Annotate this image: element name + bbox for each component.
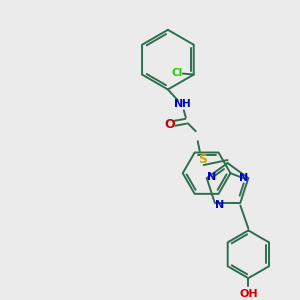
Text: S: S bbox=[198, 153, 207, 166]
Text: N: N bbox=[239, 173, 248, 183]
Text: N: N bbox=[207, 172, 216, 182]
Text: H: H bbox=[182, 99, 191, 110]
Text: N: N bbox=[215, 200, 224, 210]
Text: Cl: Cl bbox=[171, 68, 182, 78]
Text: OH: OH bbox=[239, 289, 258, 299]
Text: O: O bbox=[165, 118, 175, 131]
Text: N: N bbox=[174, 99, 184, 110]
